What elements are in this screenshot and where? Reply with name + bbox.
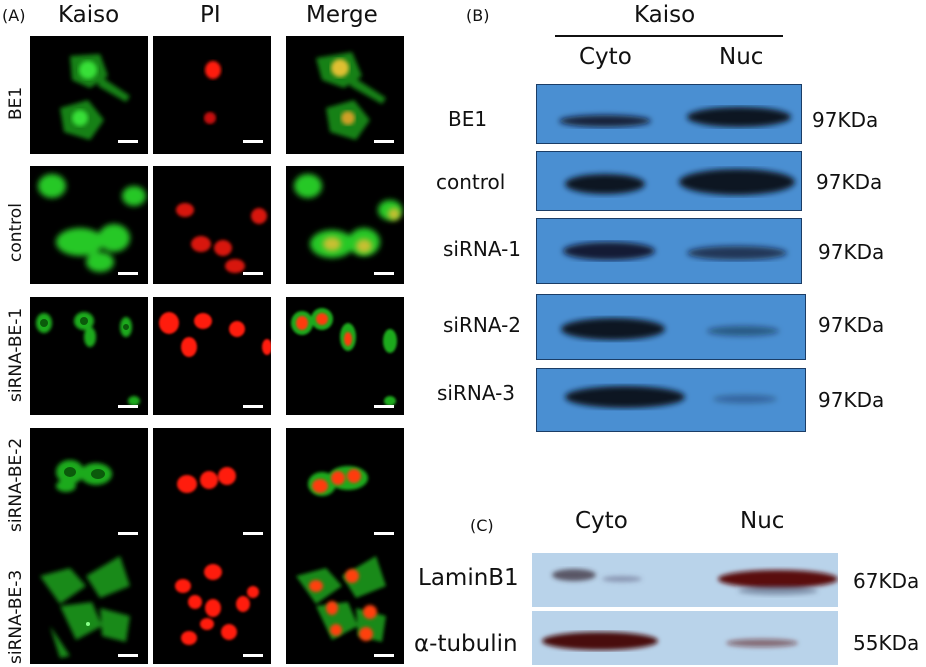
blot-row-label-laminb1: LaminB1 [418,565,519,591]
panel-a-label: (A) [2,6,26,25]
blot-size-sirna-3: 97KDa [818,388,885,412]
micrograph-be1-merge [286,36,404,154]
blot-row-label-control: control [436,170,506,194]
row-label-sirna-be-2: siRNA-BE-2 [6,437,26,532]
blot-size-laminb1: 67KDa [853,569,920,593]
panel-b-label: (B) [466,6,490,25]
blot-strip-control [536,151,802,211]
micrograph-sirna-be-2-kaiso [30,428,148,546]
micrograph-be1-pi [153,36,271,154]
micrograph-sirna-be-1-kaiso [30,297,148,415]
blot-strip-alpha-tubulin [532,611,838,665]
micrograph-sirna-be-2-merge [286,428,404,546]
micrograph-sirna-be-3-pi [153,546,271,664]
blot-strip-sirna-1 [536,218,802,284]
blot-strip-be1 [536,84,802,144]
micrograph-sirna-be-1-merge [286,297,404,415]
micrograph-control-pi [153,166,271,284]
micrograph-be1-kaiso [30,36,148,154]
panel-c-col-nuc: Nuc [740,508,785,534]
micrograph-sirna-be-2-pi [153,428,271,546]
row-label-control: control [6,203,26,262]
blot-row-label-alpha-tubulin: α-tubulin [414,631,518,657]
col-header-pi: PI [200,2,221,28]
micrograph-sirna-be-3-kaiso [30,546,148,664]
row-label-sirna-be-3: siRNA-BE-3 [6,569,26,664]
col-header-kaiso: Kaiso [58,2,120,28]
blot-strip-sirna-3 [536,368,806,432]
panel-b-col-nuc: Nuc [719,44,764,70]
blot-row-label-sirna-1: siRNA-1 [443,237,522,261]
blot-row-label-sirna-2: siRNA-2 [443,313,522,337]
micrograph-sirna-be-3-merge [286,546,404,664]
row-label-be1: BE1 [6,86,26,120]
blot-row-label-be1: BE1 [448,107,488,131]
row-label-sirna-be-1: siRNA-BE-1 [6,307,26,402]
blot-strip-sirna-2 [536,294,806,360]
blot-size-control: 97KDa [816,170,883,194]
panel-c-col-cyto: Cyto [575,508,628,534]
panel-c-label: (C) [470,516,494,535]
micrograph-sirna-be-1-pi [153,297,271,415]
blot-size-be1: 97KDa [812,108,879,132]
panel-b-col-cyto: Cyto [579,44,632,70]
blot-strip-laminb1 [532,553,838,607]
panel-b-title: Kaiso [634,2,696,28]
blot-size-alpha-tubulin: 55KDa [853,631,920,655]
blot-size-sirna-2: 97KDa [818,313,885,337]
kaiso-title-underline [555,35,783,37]
blot-row-label-sirna-3: siRNA-3 [437,381,516,405]
col-header-merge: Merge [306,2,378,28]
micrograph-control-kaiso [30,166,148,284]
blot-size-sirna-1: 97KDa [818,240,885,264]
micrograph-control-merge [286,166,404,284]
